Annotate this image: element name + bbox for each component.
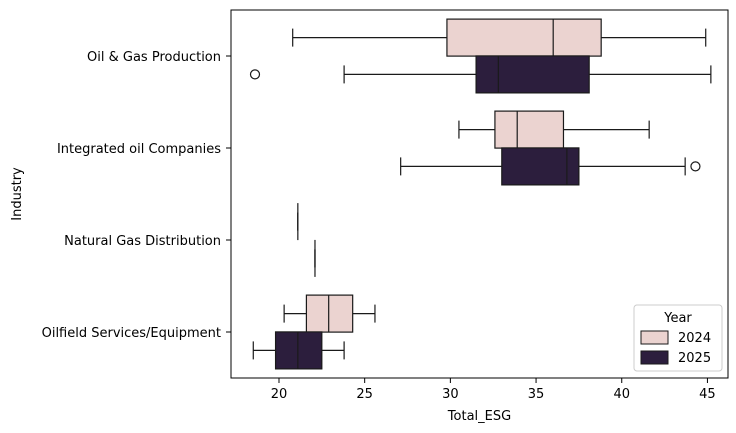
x-axis-label: Total_ESG — [447, 409, 511, 424]
legend-label-2024: 2024 — [678, 331, 711, 346]
box-iqr — [494, 110, 565, 149]
plot-content — [249, 18, 712, 370]
y-axis: Oil & Gas Production Integrated oil Compa… — [42, 50, 231, 341]
legend-label-2025: 2025 — [678, 351, 711, 366]
box-iqr — [274, 331, 323, 370]
legend: Year 2024 2025 — [633, 304, 723, 372]
box-iqr — [501, 147, 580, 186]
box-2025-2 — [400, 147, 701, 186]
y-tick-label: Natural Gas Distribution — [64, 234, 221, 249]
outlier-point — [690, 161, 701, 172]
y-tick-label: Integrated oil Companies — [57, 142, 221, 157]
legend-swatch-2024 — [640, 330, 669, 345]
box-2025-4 — [252, 331, 345, 370]
x-tick-label: 20 — [271, 387, 288, 402]
box-iqr — [475, 55, 590, 94]
box-2024-4 — [283, 294, 376, 333]
box-2024-2 — [458, 110, 650, 149]
box-2025-1 — [249, 55, 712, 94]
plot-frame — [230, 9, 729, 379]
legend-swatch-2025 — [640, 350, 669, 365]
x-tick-label: 45 — [699, 387, 716, 402]
y-axis-label: Industry — [10, 167, 25, 221]
outlier-point — [249, 69, 261, 80]
x-axis: 20 25 30 35 40 45 — [271, 378, 716, 402]
y-tick-label: Oilfield Services/Equipment — [42, 326, 221, 341]
box-iqr — [305, 294, 354, 333]
y-tick-label: Oil & Gas Production — [87, 50, 221, 65]
x-tick-label: 30 — [442, 387, 459, 402]
x-tick-label: 35 — [528, 387, 545, 402]
box-iqr — [446, 18, 602, 57]
x-tick-label: 40 — [613, 387, 630, 402]
x-tick-label: 25 — [356, 387, 373, 402]
legend-title: Year — [663, 311, 692, 326]
